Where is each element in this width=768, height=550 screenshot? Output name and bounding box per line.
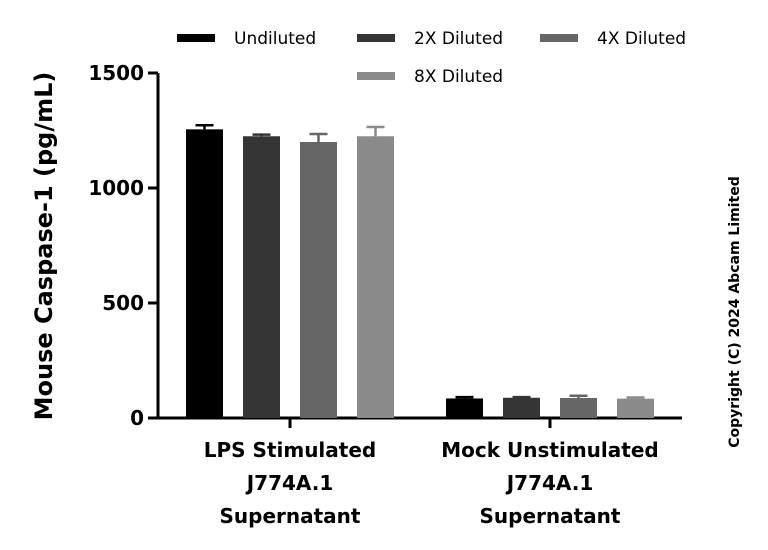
y-tick-label: 0 [130,406,144,430]
legend-swatch [357,72,395,80]
legend: Undiluted 2X Diluted 4X Diluted 8X Diluted [177,29,686,87]
legend-swatch [177,34,215,42]
y-tick-label: 1000 [88,176,144,200]
x-category-label: Supernatant [220,504,361,528]
bar [186,129,223,418]
bar [503,397,540,418]
y-tick-label: 1500 [88,61,144,85]
y-axis-label: Mouse Caspase-1 (pg/mL) [30,72,58,421]
legend-swatch [540,34,578,42]
bar [357,136,394,418]
legend-label: 2X Diluted [414,29,503,49]
x-category-label: Mock Unstimulated [441,438,658,462]
bar [300,142,337,418]
bar [560,397,597,418]
bar [446,398,483,418]
legend-label: 4X Diluted [597,29,686,49]
bar [243,136,280,418]
x-category-label: Supernatant [480,504,621,528]
bar [617,398,654,418]
legend-label: 8X Diluted [414,67,503,87]
legend-swatch [357,34,395,42]
x-category-label: J774A.1 [245,471,334,495]
x-category-label: LPS Stimulated [204,438,376,462]
plot-area: 0 500 1000 1500 LPS Stimulated J774A.1 Superna… [88,61,682,528]
y-tick-label: 500 [102,291,144,315]
copyright-annotation: Copyright (C) 2024 Abcam Limited [727,176,743,447]
legend-label: Undiluted [234,29,316,49]
x-category-label: J774A.1 [505,471,594,495]
